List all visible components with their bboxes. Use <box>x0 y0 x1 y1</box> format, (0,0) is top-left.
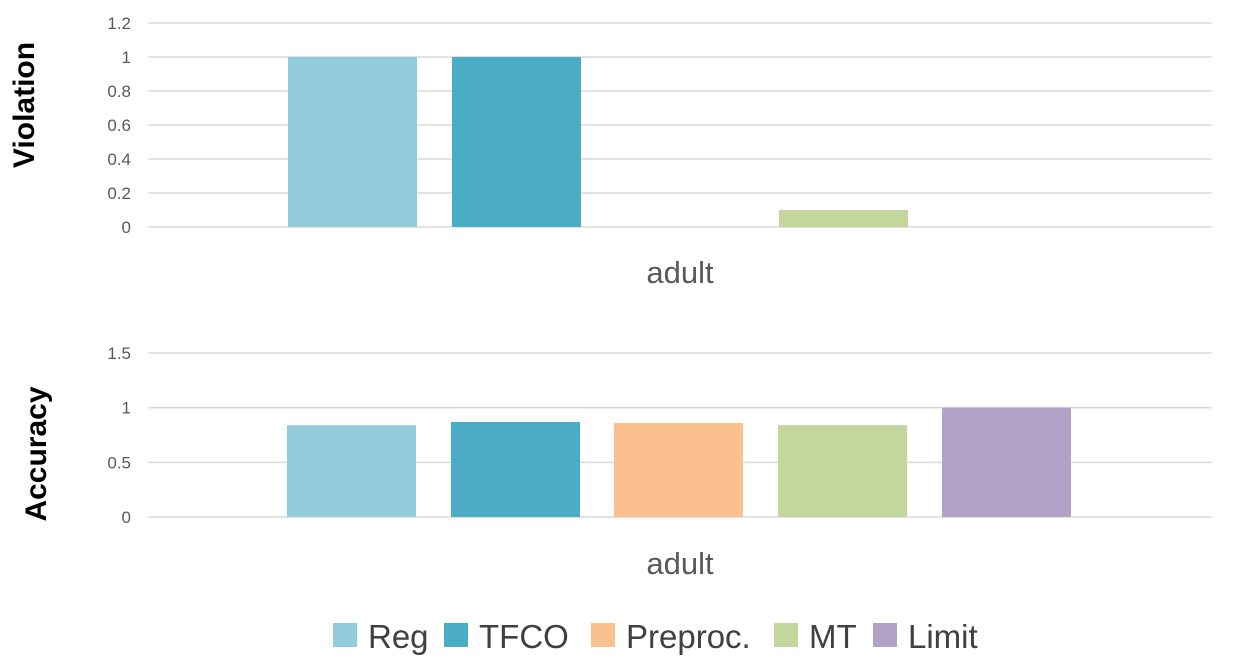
legend-label: MT <box>809 618 857 655</box>
x-category-label: adult <box>646 255 714 290</box>
y-tick-label: 0 <box>122 218 131 237</box>
y-axis-title: Violation <box>8 42 41 168</box>
legend-label: Reg <box>368 618 429 655</box>
bar-reg <box>288 57 417 227</box>
y-tick-label: 1.2 <box>107 14 131 33</box>
y-tick-label: 1.5 <box>107 344 131 363</box>
y-tick-label: 1 <box>122 399 131 418</box>
y-tick-label: 1 <box>122 48 131 67</box>
y-tick-label: 0.5 <box>107 453 131 472</box>
legend-label: Limit <box>908 618 978 655</box>
bar-mt <box>778 425 907 517</box>
y-tick-label: 0.4 <box>107 150 131 169</box>
violation-chart: 0 0.2 0.4 0.6 0.8 1 1.2 adult Violation <box>8 14 1212 290</box>
y-tick-label: 0.6 <box>107 116 131 135</box>
legend-swatch <box>873 623 897 647</box>
legend-swatch <box>444 623 468 647</box>
accuracy-chart: 0 0.5 1 1.5 adult Accuracy <box>20 344 1212 581</box>
bar-mt <box>779 210 908 227</box>
y-axis-title: Accuracy <box>20 386 53 521</box>
legend-label: TFCO <box>479 618 569 655</box>
legend-swatch <box>333 623 357 647</box>
bar-preproc <box>614 422 743 517</box>
legend-label: Preproc. <box>626 618 751 655</box>
bar-tfco <box>452 57 581 227</box>
bar-limit <box>942 407 1071 517</box>
x-category-label: adult <box>646 546 714 581</box>
y-tick-label: 0 <box>122 508 131 527</box>
bar-tfco <box>451 421 580 517</box>
legend-swatch <box>591 623 615 647</box>
legend-swatch <box>774 623 798 647</box>
bar-reg <box>287 425 416 517</box>
y-tick-label: 0.8 <box>107 82 131 101</box>
legend: Reg TFCO Preproc. MT Limit <box>333 618 978 655</box>
y-tick-label: 0.2 <box>107 184 131 203</box>
